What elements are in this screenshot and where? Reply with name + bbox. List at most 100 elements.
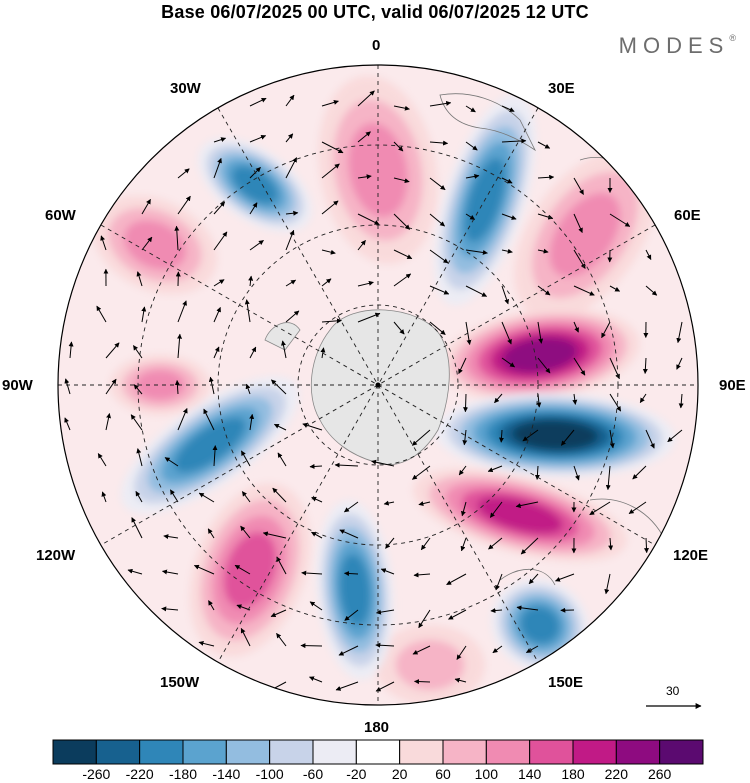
wind-vector bbox=[105, 378, 117, 395]
wind-vector bbox=[632, 465, 647, 480]
wind-vector bbox=[249, 202, 258, 215]
map-disk bbox=[58, 65, 698, 705]
wind-vector bbox=[321, 278, 332, 287]
colorbar-segment bbox=[485, 739, 531, 765]
wind-vector bbox=[276, 556, 287, 575]
wind-vector bbox=[96, 305, 107, 323]
lon-label-90e: 90E bbox=[719, 377, 746, 394]
wind-vector bbox=[64, 417, 71, 431]
wind-vector bbox=[371, 459, 395, 467]
wind-vector bbox=[605, 465, 611, 491]
colorbar-segment bbox=[572, 739, 617, 765]
colorbar bbox=[52, 739, 704, 765]
wind-vector bbox=[573, 285, 595, 296]
wind-vector bbox=[285, 94, 295, 107]
wind-vector bbox=[338, 645, 359, 656]
wind-vector bbox=[465, 105, 476, 113]
wind-vector bbox=[522, 429, 539, 442]
wind-vector bbox=[311, 496, 323, 503]
wind-vector bbox=[501, 285, 510, 305]
wind-vector bbox=[609, 429, 615, 449]
wind-vector bbox=[136, 448, 143, 467]
wind-vector bbox=[213, 231, 228, 251]
wind-vector bbox=[285, 133, 294, 143]
geopotential-anomaly-field bbox=[93, 75, 675, 705]
wind-vector bbox=[429, 321, 446, 335]
wind-vector bbox=[277, 452, 287, 467]
wind-vector bbox=[174, 380, 180, 395]
anomaly-contour-lon-60e-positive bbox=[549, 193, 621, 277]
wind-vector bbox=[678, 393, 684, 409]
wind-vector bbox=[393, 177, 410, 184]
colorbar-tick-label: -140 bbox=[212, 766, 241, 782]
wind-vector bbox=[454, 677, 467, 683]
wind-vector bbox=[357, 240, 366, 251]
wind-vector bbox=[589, 501, 611, 516]
wind-vector bbox=[609, 285, 621, 292]
anomaly-contour-lon-60w-positive bbox=[124, 220, 186, 270]
wind-vector bbox=[456, 645, 467, 660]
wind-vector bbox=[573, 321, 579, 333]
wind-vector bbox=[429, 177, 446, 191]
wind-vector bbox=[249, 413, 255, 431]
colorbar-segment bbox=[225, 739, 271, 765]
wind-vector bbox=[213, 201, 226, 215]
colorbar-tick-label: 140 bbox=[517, 766, 542, 782]
wind-vector bbox=[501, 177, 513, 184]
wind-vector bbox=[208, 376, 215, 395]
lon-label-120e: 120E bbox=[673, 547, 709, 564]
anomaly-contour-lon-90w-positive bbox=[135, 370, 185, 400]
wind-vector bbox=[357, 312, 381, 323]
wind-vector bbox=[393, 105, 410, 111]
modes-logo: MODES® bbox=[619, 33, 736, 59]
wind-vector bbox=[537, 141, 551, 149]
wind-vector bbox=[240, 525, 251, 539]
wind-vector bbox=[604, 573, 611, 595]
wind-vector bbox=[465, 141, 478, 151]
wind-vector bbox=[285, 229, 295, 251]
wind-vector bbox=[241, 491, 251, 503]
wind-vector bbox=[339, 529, 359, 539]
wind-vector bbox=[645, 429, 655, 449]
wind-vector bbox=[498, 429, 504, 443]
wind-vector bbox=[412, 465, 431, 480]
wind-vector bbox=[97, 453, 107, 467]
lon-label-60e: 60E bbox=[674, 207, 701, 224]
polar-stereographic-map bbox=[57, 64, 702, 709]
wind-vector bbox=[536, 393, 542, 408]
wind-vector bbox=[516, 605, 539, 611]
wind-vector bbox=[411, 429, 431, 446]
wind-vector bbox=[309, 676, 323, 683]
wind-vector bbox=[573, 249, 586, 269]
wind-vector bbox=[321, 141, 344, 154]
wind-vector bbox=[127, 568, 143, 575]
wind-vector bbox=[645, 285, 658, 296]
wind-vector bbox=[501, 321, 512, 345]
wind-vector bbox=[448, 609, 467, 620]
wind-vector bbox=[501, 213, 517, 220]
wind-vector bbox=[244, 299, 251, 323]
wind-vector bbox=[560, 429, 575, 446]
wind-vector bbox=[465, 173, 480, 179]
wind-vector bbox=[357, 90, 375, 107]
colorbar-tick-label: -220 bbox=[125, 766, 154, 782]
wind-vector bbox=[177, 168, 190, 179]
wind-vector bbox=[667, 429, 683, 443]
wind-vector bbox=[203, 408, 215, 431]
wind-vector bbox=[285, 210, 299, 216]
anomaly-contour-lon-100e-negative bbox=[512, 419, 598, 451]
wind-vector bbox=[213, 137, 227, 143]
wind-vector bbox=[163, 534, 179, 540]
wind-vector bbox=[357, 174, 372, 180]
wind-vector bbox=[520, 537, 539, 555]
anomaly-contour-lon-110w-negative bbox=[174, 417, 246, 473]
wind-vector bbox=[309, 601, 323, 611]
wind-vector bbox=[458, 357, 467, 375]
wind-vector bbox=[248, 275, 254, 287]
wind-vector bbox=[639, 393, 647, 404]
wind-vector bbox=[429, 213, 445, 227]
wind-vector bbox=[572, 393, 578, 405]
colorbar-tick-label: -260 bbox=[82, 766, 111, 782]
colorbar-tick-label: 100 bbox=[474, 766, 499, 782]
wind-vector bbox=[177, 333, 183, 359]
